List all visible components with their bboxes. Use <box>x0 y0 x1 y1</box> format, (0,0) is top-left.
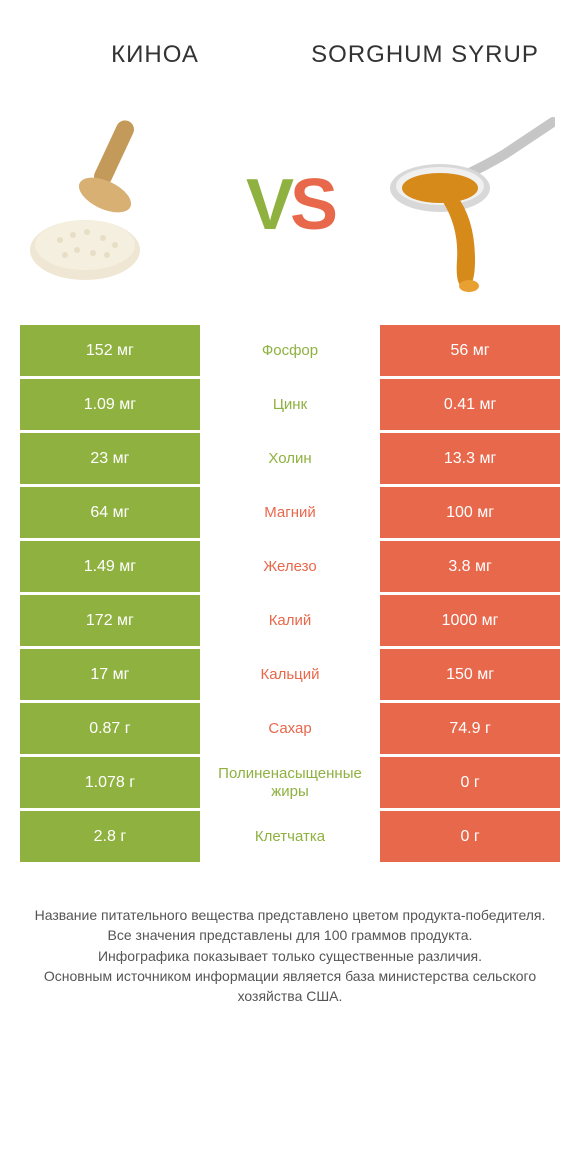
vs-v: V <box>246 164 290 246</box>
right-value: 0 г <box>380 757 560 808</box>
footer-line: Основным источником информации является … <box>30 966 550 1007</box>
footer-line: Инфографика показывает только существенн… <box>30 946 550 966</box>
comparison-table: 152 мгФосфор56 мг1.09 мгЦинк0.41 мг23 мг… <box>20 325 560 865</box>
table-row: 152 мгФосфор56 мг <box>20 325 560 379</box>
left-product-title: КИНОА <box>20 41 290 70</box>
nutrient-label: Кальций <box>200 649 380 700</box>
left-value: 23 мг <box>20 433 200 484</box>
vs-label: VS <box>200 105 380 305</box>
nutrient-label: Цинк <box>200 379 380 430</box>
table-row: 1.49 мгЖелезо3.8 мг <box>20 541 560 595</box>
footer-line: Все значения представлены для 100 граммо… <box>30 925 550 945</box>
right-product-title: SORGHUM SYRUP <box>290 42 560 68</box>
right-value: 150 мг <box>380 649 560 700</box>
left-value: 1.49 мг <box>20 541 200 592</box>
header: КИНОА SORGHUM SYRUP <box>20 15 560 95</box>
left-value: 1.09 мг <box>20 379 200 430</box>
right-value: 100 мг <box>380 487 560 538</box>
left-value: 64 мг <box>20 487 200 538</box>
nutrient-label: Сахар <box>200 703 380 754</box>
table-row: 1.078 гПолиненасыщенные жиры0 г <box>20 757 560 811</box>
left-product-image <box>20 105 200 305</box>
right-value: 1000 мг <box>380 595 560 646</box>
left-value: 172 мг <box>20 595 200 646</box>
right-product-image <box>380 105 560 305</box>
table-row: 0.87 гСахар74.9 г <box>20 703 560 757</box>
right-value: 56 мг <box>380 325 560 376</box>
right-value: 3.8 мг <box>380 541 560 592</box>
footer-notes: Название питательного вещества представл… <box>20 905 560 1006</box>
nutrient-label: Полиненасыщенные жиры <box>200 757 380 808</box>
left-value: 1.078 г <box>20 757 200 808</box>
left-value: 17 мг <box>20 649 200 700</box>
left-value: 152 мг <box>20 325 200 376</box>
nutrient-label: Магний <box>200 487 380 538</box>
nutrient-label: Калий <box>200 595 380 646</box>
table-row: 2.8 гКлетчатка0 г <box>20 811 560 865</box>
table-row: 23 мгХолин13.3 мг <box>20 433 560 487</box>
vs-s: S <box>290 164 334 246</box>
quinoa-icon <box>25 110 195 300</box>
left-value: 2.8 г <box>20 811 200 862</box>
nutrient-label: Железо <box>200 541 380 592</box>
table-row: 172 мгКалий1000 мг <box>20 595 560 649</box>
table-row: 1.09 мгЦинк0.41 мг <box>20 379 560 433</box>
footer-line: Название питательного вещества представл… <box>30 905 550 925</box>
nutrient-label: Фосфор <box>200 325 380 376</box>
right-value: 0 г <box>380 811 560 862</box>
table-row: 17 мгКальций150 мг <box>20 649 560 703</box>
right-value: 13.3 мг <box>380 433 560 484</box>
right-value: 74.9 г <box>380 703 560 754</box>
right-value: 0.41 мг <box>380 379 560 430</box>
left-value: 0.87 г <box>20 703 200 754</box>
nutrient-label: Холин <box>200 433 380 484</box>
nutrient-label: Клетчатка <box>200 811 380 862</box>
hero-row: VS <box>20 95 560 315</box>
syrup-spoon-icon <box>385 110 555 300</box>
table-row: 64 мгМагний100 мг <box>20 487 560 541</box>
